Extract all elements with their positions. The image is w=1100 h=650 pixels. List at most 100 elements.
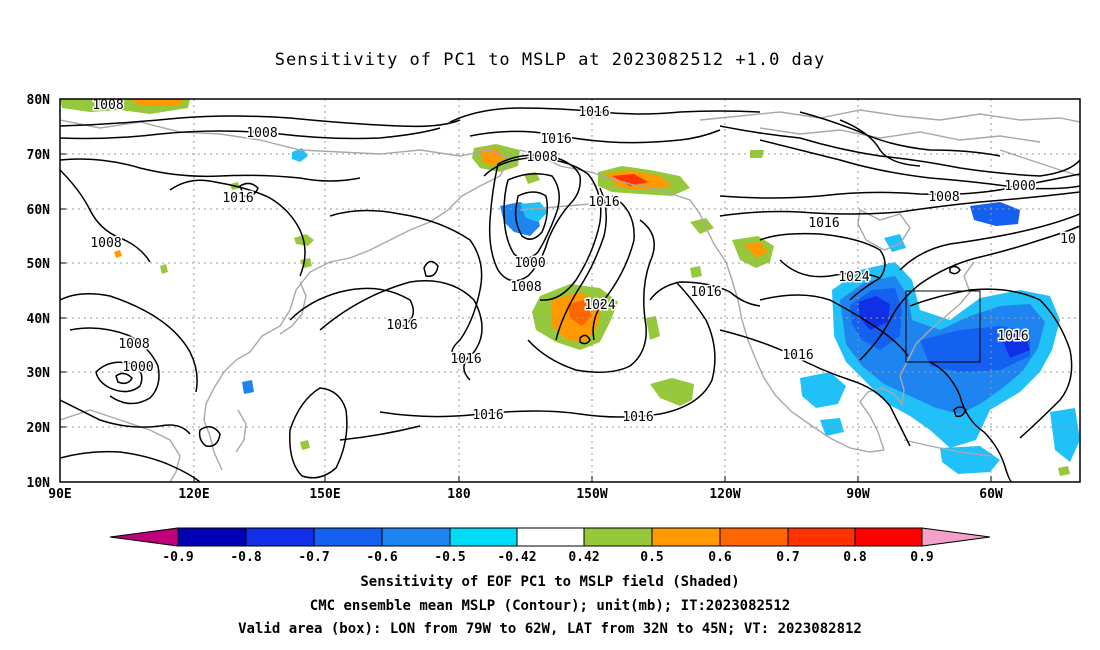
contour-line bbox=[60, 169, 151, 263]
lat-tick-label: 70N bbox=[27, 148, 51, 163]
shade-patch-green bbox=[524, 172, 540, 184]
contour-line bbox=[60, 293, 198, 393]
shade-patch-cyan bbox=[940, 446, 1000, 474]
coast-caribbean bbox=[903, 439, 991, 457]
contour-label: 1016 bbox=[997, 329, 1028, 344]
contour-line bbox=[289, 287, 415, 329]
contour-line bbox=[319, 280, 483, 381]
colorbar-label: -0.6 bbox=[366, 550, 397, 565]
contour-line bbox=[899, 213, 1080, 271]
lon-tick-label: 120E bbox=[178, 487, 209, 502]
colorbar-cell bbox=[381, 527, 451, 547]
contour-line bbox=[719, 125, 1080, 177]
colorbar-cell bbox=[177, 527, 247, 547]
contour-label: 1008 bbox=[526, 150, 557, 165]
contour-line bbox=[169, 179, 306, 277]
mslp-contours bbox=[60, 107, 1080, 482]
colorbar-cell bbox=[651, 527, 721, 547]
contour-line bbox=[953, 406, 967, 418]
contour-label: 1008 bbox=[90, 236, 121, 251]
shade-patch-green bbox=[650, 378, 694, 406]
lon-tick-label: 90W bbox=[846, 487, 870, 502]
shade-patch-blue bbox=[242, 380, 254, 394]
lon-tick-label: 180 bbox=[447, 487, 471, 502]
coast-alaska bbox=[519, 149, 733, 281]
shade-patch-green bbox=[690, 266, 702, 278]
colorbar-label: 0.42 bbox=[568, 550, 599, 565]
shade-patch-cyan bbox=[820, 418, 844, 436]
shade-patch-green bbox=[690, 218, 714, 234]
contour-line bbox=[289, 387, 348, 479]
lat-tick-label: 20N bbox=[27, 421, 51, 436]
colorbar-cell bbox=[516, 527, 585, 547]
contour-label: 10 bbox=[1060, 232, 1076, 247]
contour-line bbox=[60, 127, 441, 140]
contour-line bbox=[488, 154, 582, 282]
contour-label: 1016 bbox=[578, 105, 609, 120]
lon-tick-label: 60W bbox=[979, 487, 1003, 502]
coast-philippines bbox=[235, 409, 247, 453]
colorbar-cell bbox=[583, 527, 653, 547]
contour-line bbox=[329, 209, 483, 363]
colorbar bbox=[109, 527, 991, 547]
plot-title: Sensitivity of PC1 to MSLP at 2023082512… bbox=[274, 50, 826, 70]
contour-line bbox=[839, 119, 921, 167]
contour-line bbox=[239, 182, 259, 198]
contour-line bbox=[719, 191, 1080, 217]
contour-line bbox=[60, 399, 191, 435]
colorbar-label: 0.8 bbox=[843, 550, 867, 565]
contour-label: 1016 bbox=[690, 285, 721, 300]
contour-line bbox=[759, 294, 909, 357]
contour-line bbox=[60, 158, 361, 182]
contour-line bbox=[469, 129, 721, 144]
contour-line bbox=[527, 219, 655, 373]
lon-tick-label: 150W bbox=[576, 487, 607, 502]
shade-patch-cyan bbox=[1050, 408, 1080, 462]
contour-label: 1008 bbox=[92, 98, 123, 113]
contour-line bbox=[423, 260, 439, 278]
colorbar-label: -0.42 bbox=[497, 550, 536, 565]
coast-gulf-mexico bbox=[859, 375, 905, 451]
shade-patch-cyan bbox=[520, 202, 548, 222]
contour-line bbox=[115, 372, 133, 385]
shade-patch-orange bbox=[114, 250, 122, 258]
colorbar-labels: -0.9 -0.8 -0.7 -0.6 -0.5 -0.42 0.42 0.5 … bbox=[162, 550, 933, 565]
contour-line bbox=[555, 187, 607, 341]
contour-line bbox=[95, 361, 143, 393]
contour-label: 1008 bbox=[246, 126, 277, 141]
shade-patch-orange bbox=[568, 300, 592, 326]
contour-label: 1000 bbox=[122, 360, 153, 375]
colorbar-label: 0.7 bbox=[776, 550, 799, 565]
coast-na-west bbox=[731, 279, 885, 453]
colorbar-label: -0.8 bbox=[230, 550, 261, 565]
lat-tick-label: 60N bbox=[27, 203, 51, 218]
contour-label: 1024 bbox=[584, 298, 615, 313]
colorbar-end-right bbox=[921, 527, 991, 547]
colorbar-label: 0.5 bbox=[640, 550, 663, 565]
colorbar-label: -0.9 bbox=[162, 550, 193, 565]
shade-patch-red bbox=[612, 174, 648, 186]
shade-patch-green bbox=[646, 316, 660, 340]
contour-label: 1016 bbox=[386, 318, 417, 333]
contour-line bbox=[579, 334, 591, 345]
contour-line bbox=[60, 115, 461, 128]
contour-line bbox=[69, 327, 160, 405]
colorbar-label: -0.5 bbox=[434, 550, 465, 565]
coast-japan bbox=[279, 281, 307, 335]
contour-label: 1016 bbox=[622, 410, 653, 425]
contour-labels: 1008 1008 1016 1008 1008 1000 1016 1016 … bbox=[89, 97, 1077, 427]
shade-patch-green bbox=[1058, 466, 1070, 476]
contour-label: 1016 bbox=[540, 132, 571, 147]
coast-greenland bbox=[999, 149, 1080, 177]
contour-line bbox=[449, 107, 761, 123]
coast-arctic-islands bbox=[759, 127, 1041, 143]
contour-label: 1008 bbox=[510, 280, 541, 295]
caption-contour: CMC ensemble mean MSLP (Contour); unit(m… bbox=[309, 598, 791, 614]
coast-na-east bbox=[899, 261, 975, 377]
coast-arctic-canada bbox=[699, 109, 1080, 123]
contour-line bbox=[949, 265, 961, 275]
lat-tick-label: 30N bbox=[27, 366, 51, 381]
sensitivity-shading bbox=[60, 99, 1080, 476]
lat-tick-label: 40N bbox=[27, 312, 51, 327]
contour-label: 1000 bbox=[1004, 179, 1035, 194]
